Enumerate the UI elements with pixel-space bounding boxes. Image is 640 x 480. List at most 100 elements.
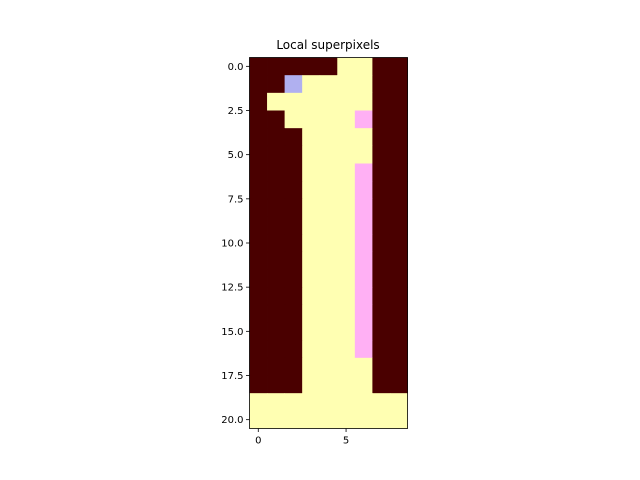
heatmap-cell bbox=[302, 145, 321, 164]
heatmap-cell bbox=[249, 128, 268, 147]
heatmap-cell bbox=[337, 322, 356, 341]
heatmap-cell bbox=[249, 110, 268, 129]
heatmap-cell bbox=[284, 304, 303, 323]
heatmap-cell bbox=[267, 128, 286, 147]
heatmap-cell bbox=[389, 375, 408, 394]
heatmap-cell bbox=[372, 322, 391, 341]
heatmap-cell bbox=[267, 340, 286, 359]
heatmap-cell bbox=[372, 110, 391, 129]
heatmap-cell bbox=[284, 410, 303, 429]
heatmap-cell bbox=[337, 269, 356, 288]
heatmap-cell bbox=[284, 269, 303, 288]
heatmap-cell bbox=[337, 75, 356, 94]
heatmap-cell bbox=[284, 92, 303, 111]
heatmap-cell bbox=[267, 145, 286, 164]
heatmap-cell bbox=[389, 304, 408, 323]
heatmap-cell bbox=[249, 181, 268, 200]
heatmap-cell bbox=[389, 57, 408, 76]
heatmap-cell bbox=[267, 181, 286, 200]
heatmap-cell bbox=[389, 128, 408, 147]
heatmap-cell bbox=[267, 110, 286, 129]
heatmap-cell bbox=[372, 216, 391, 235]
heatmap-cell bbox=[337, 375, 356, 394]
heatmap-cell bbox=[337, 181, 356, 200]
heatmap-cell bbox=[319, 251, 338, 270]
heatmap-cell bbox=[337, 163, 356, 182]
heatmap-cell bbox=[389, 163, 408, 182]
heatmap-cell bbox=[302, 234, 321, 253]
heatmap-cell bbox=[267, 375, 286, 394]
heatmap-cell bbox=[267, 251, 286, 270]
heatmap-cell bbox=[389, 145, 408, 164]
heatmap-cell bbox=[284, 198, 303, 217]
heatmap-cell bbox=[284, 110, 303, 129]
heatmap-cell bbox=[249, 216, 268, 235]
heatmap-cell bbox=[389, 269, 408, 288]
heatmap-cell bbox=[284, 357, 303, 376]
heatmap-cell bbox=[337, 357, 356, 376]
heatmap-cell bbox=[354, 75, 373, 94]
heatmap-cell bbox=[249, 410, 268, 429]
y-tick-label: 20.0 bbox=[221, 415, 243, 426]
heatmap-cell bbox=[372, 304, 391, 323]
chart-title: Local superpixels bbox=[276, 38, 379, 52]
heatmap-cell bbox=[267, 357, 286, 376]
heatmap-cell bbox=[319, 234, 338, 253]
x-tick-label: 0 bbox=[255, 436, 261, 447]
heatmap-cell bbox=[389, 181, 408, 200]
heatmap-cell bbox=[284, 75, 303, 94]
heatmap-cell bbox=[354, 110, 373, 129]
heatmap-cell bbox=[389, 287, 408, 306]
heatmap-cell bbox=[319, 163, 338, 182]
heatmap-cell bbox=[354, 357, 373, 376]
heatmap-cell bbox=[337, 287, 356, 306]
heatmap-cell bbox=[372, 340, 391, 359]
heatmap-cell bbox=[372, 163, 391, 182]
heatmap-cell bbox=[354, 375, 373, 394]
heatmap-cell bbox=[267, 287, 286, 306]
y-tick-label: 5.0 bbox=[228, 150, 244, 161]
y-tick-label: 17.5 bbox=[221, 371, 243, 382]
heatmap-cell bbox=[302, 410, 321, 429]
heatmap-cell bbox=[249, 357, 268, 376]
heatmap-cell bbox=[389, 216, 408, 235]
heatmap-cell bbox=[267, 198, 286, 217]
heatmap-cell bbox=[302, 75, 321, 94]
heatmap-cell bbox=[302, 287, 321, 306]
heatmap-cell bbox=[267, 234, 286, 253]
heatmap-cell bbox=[284, 340, 303, 359]
heatmap-cell bbox=[302, 216, 321, 235]
heatmap-cell bbox=[249, 340, 268, 359]
heatmap-cell bbox=[354, 269, 373, 288]
heatmap-cell bbox=[372, 128, 391, 147]
heatmap-cell bbox=[337, 110, 356, 129]
heatmap-cell bbox=[389, 198, 408, 217]
heatmap-cell bbox=[302, 163, 321, 182]
heatmap-cell bbox=[389, 234, 408, 253]
heatmap-cell bbox=[284, 375, 303, 394]
heatmap-cell bbox=[319, 287, 338, 306]
heatmap-cell bbox=[389, 357, 408, 376]
heatmap-cell bbox=[354, 57, 373, 76]
heatmap-cell bbox=[389, 110, 408, 129]
heatmap-cell bbox=[319, 269, 338, 288]
heatmap-cell bbox=[302, 57, 321, 76]
heatmap-cell bbox=[337, 234, 356, 253]
heatmap-cell bbox=[267, 216, 286, 235]
heatmap-cell bbox=[372, 198, 391, 217]
heatmap-cell bbox=[354, 340, 373, 359]
y-tick-label: 10.0 bbox=[221, 239, 243, 250]
heatmap-cell bbox=[302, 110, 321, 129]
heatmap-cell bbox=[267, 57, 286, 76]
heatmap-cell bbox=[372, 393, 391, 412]
heatmap-cell bbox=[302, 322, 321, 341]
heatmap-cell bbox=[267, 322, 286, 341]
heatmap-cell bbox=[284, 181, 303, 200]
heatmap-cell bbox=[354, 181, 373, 200]
heatmap-cell bbox=[302, 128, 321, 147]
heatmap-cell bbox=[337, 304, 356, 323]
heatmap-cell bbox=[337, 216, 356, 235]
y-tick-label: 7.5 bbox=[228, 194, 244, 205]
heatmap-cell bbox=[354, 198, 373, 217]
